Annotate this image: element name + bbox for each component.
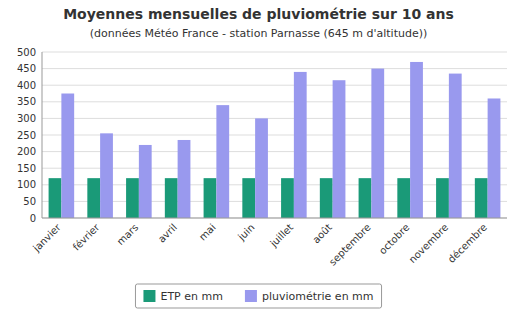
bar xyxy=(333,80,346,218)
grid-line xyxy=(42,85,507,86)
bar xyxy=(87,178,100,218)
x-tick-label: juillet xyxy=(267,222,295,250)
bar xyxy=(178,140,191,218)
bar xyxy=(488,98,501,218)
bar xyxy=(126,178,139,218)
grid-line xyxy=(42,218,507,219)
x-tick-label: décembre xyxy=(446,222,489,265)
x-tick-label: mai xyxy=(197,222,218,243)
x-tick-label: avril xyxy=(156,222,179,245)
x-tick-label: novembre xyxy=(407,222,451,266)
y-tick-label: 300 xyxy=(17,113,36,124)
bar xyxy=(294,72,307,218)
legend: ETP en mm pluviométrie en mm xyxy=(135,284,381,308)
bar xyxy=(61,94,74,219)
bars xyxy=(49,62,501,218)
bar xyxy=(397,178,410,218)
y-tick-label: 450 xyxy=(17,63,36,74)
bar xyxy=(100,133,113,218)
legend-frame xyxy=(135,284,381,308)
x-axis xyxy=(42,218,507,219)
y-axis xyxy=(42,52,43,218)
x-tick-label: septembre xyxy=(327,222,373,268)
x-tick-label: août xyxy=(310,222,334,246)
bar xyxy=(359,178,372,218)
x-tick-label: juin xyxy=(235,222,256,243)
bar xyxy=(216,105,229,218)
grid-line xyxy=(42,52,507,53)
bar xyxy=(255,118,268,218)
legend-label: ETP en mm xyxy=(160,290,222,303)
y-tick-label: 50 xyxy=(23,196,36,207)
x-tick-label: mars xyxy=(115,222,141,248)
x-tick-label: février xyxy=(71,221,103,253)
chart: Moyennes mensuelles de pluviométrie sur … xyxy=(0,0,517,316)
legend-swatch xyxy=(143,290,155,302)
bar xyxy=(410,62,423,218)
y-tick-label: 0 xyxy=(30,213,36,224)
bar xyxy=(165,178,178,218)
bar xyxy=(281,178,294,218)
grid-line xyxy=(42,68,507,69)
y-tick-label: 350 xyxy=(17,96,36,107)
chart-container: Moyennes mensuelles de pluviométrie sur … xyxy=(0,0,517,316)
y-tick-label: 150 xyxy=(17,163,36,174)
subtitle: (données Météo France - station Parnasse… xyxy=(90,27,428,40)
y-tick-label: 100 xyxy=(17,179,36,190)
bar xyxy=(49,178,62,218)
x-tick-label: octobre xyxy=(377,222,412,257)
bar xyxy=(204,178,217,218)
bar xyxy=(475,178,488,218)
bar xyxy=(139,145,152,218)
grid-line xyxy=(42,101,507,102)
legend-label: pluviométrie en mm xyxy=(262,290,374,303)
bar xyxy=(242,178,255,218)
y-tick-label: 200 xyxy=(17,146,36,157)
y-tick-label: 250 xyxy=(17,130,36,141)
grid-line xyxy=(42,118,507,119)
bar xyxy=(436,178,449,218)
bar xyxy=(371,69,384,218)
legend-swatch xyxy=(245,290,257,302)
bar xyxy=(449,74,462,218)
grid xyxy=(42,52,507,218)
x-tick-label: janvier xyxy=(30,221,63,254)
y-tick-label: 400 xyxy=(17,80,36,91)
title: Moyennes mensuelles de pluviométrie sur … xyxy=(63,6,454,22)
y-tick-label: 500 xyxy=(17,47,36,58)
bar xyxy=(320,178,333,218)
